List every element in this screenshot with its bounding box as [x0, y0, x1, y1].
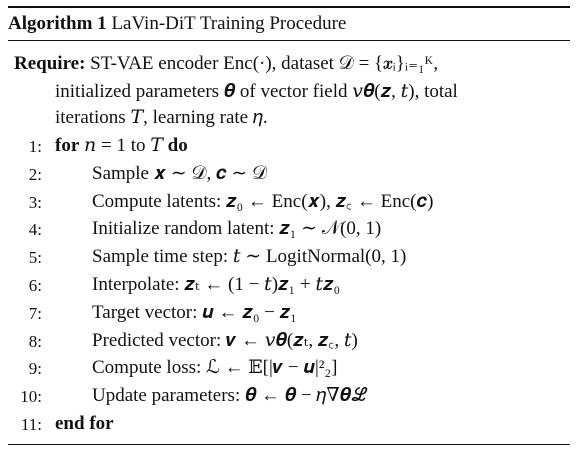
line-number: 3: [28, 192, 42, 212]
statement: Target vector: 𝒖 ← 𝒛₀ − 𝒛₁ [92, 301, 297, 323]
statement: Predicted vector: 𝒗 ← 𝑣𝜽(𝒛ₜ, 𝒛꜀, 𝑡) [92, 329, 358, 351]
statement: 𝑛 = 1 to 𝑇 [84, 135, 163, 156]
statement: Interpolate: 𝒛ₜ ← (1 − 𝑡)𝒛₁ + 𝑡𝒛₀ [92, 274, 341, 295]
header-rule [8, 40, 570, 41]
line-number: 6: [28, 276, 42, 295]
line-body: end for [55, 412, 114, 436]
statement: Sample time step: 𝑡 ∼ LogitNormal(0, 1) [92, 246, 407, 268]
top-rule [8, 6, 570, 8]
statement: Compute latents: 𝒛₀ ← Enc(𝒙), 𝒛꜀ ← Enc(𝒄… [92, 190, 434, 212]
line-body: Predicted vector: 𝒗 ← 𝑣𝜽(𝒛ₜ, 𝒛꜀, 𝑡) [92, 329, 358, 353]
line-body: Compute latents: 𝒛₀ ← Enc(𝒙), 𝒛꜀ ← Enc(𝒄… [92, 190, 433, 214]
line-number: 10: [20, 387, 42, 407]
statement: Update parameters: 𝜽 ← 𝜽 − 𝜂∇𝜽ℒ [92, 385, 369, 407]
keyword: do [167, 135, 188, 156]
algorithm-header: Algorithm 1 LaVin-DiT Training Procedure [8, 12, 570, 36]
keyword: for [55, 135, 80, 156]
algorithm-title: LaVin-DiT Training Procedure [111, 13, 347, 34]
require-keyword: Require: [14, 53, 86, 74]
require-line: Require: ST-VAE encoder Enc(·), dataset … [14, 52, 570, 76]
statement: Sample 𝒙 ∼ 𝒟, 𝒄 ∼ 𝒟 [92, 162, 268, 184]
require-line: initialized parameters 𝜽 of vector field… [55, 80, 570, 104]
line-number: 2: [28, 164, 42, 184]
require-line: iterations 𝑇, learning rate 𝜂. [55, 106, 570, 130]
line-number: 4: [28, 220, 42, 240]
statement: Compute loss: ℒ ← 𝔼[|𝒗 − 𝒖|²₂] [92, 357, 338, 379]
line-number: 11: [20, 415, 42, 434]
line-number: 1: [28, 137, 42, 156]
statement: Initialize random latent: 𝒛₁ ∼ 𝒩(0, 1) [92, 218, 382, 240]
line-body: Update parameters: 𝜽 ← 𝜽 − 𝜂∇𝜽ℒ [92, 384, 368, 408]
require-text: initialized parameters 𝜽 of vector field… [55, 81, 458, 102]
line-body: Target vector: 𝒖 ← 𝒛₀ − 𝒛₁ [92, 301, 297, 325]
line-body: Sample time step: 𝑡 ∼ LogitNormal(0, 1) [92, 245, 406, 269]
line-body: Interpolate: 𝒛ₜ ← (1 − 𝑡)𝒛₁ + 𝑡𝒛₀ [92, 273, 340, 297]
line-number: 8: [28, 331, 42, 351]
require-text: ST-VAE encoder Enc(·), dataset 𝒟 = {𝒙ᵢ}ᵢ… [90, 53, 439, 74]
bottom-rule [8, 444, 570, 445]
line-number: 5: [28, 248, 42, 268]
line-body: Sample 𝒙 ∼ 𝒟, 𝒄 ∼ 𝒟 [92, 162, 267, 186]
line-body: Compute loss: ℒ ← 𝔼[|𝒗 − 𝒖|²₂] [92, 356, 337, 380]
keyword: end for [55, 413, 114, 434]
line-number: 9: [28, 359, 42, 379]
algorithm-box: Algorithm 1 LaVin-DiT Training Procedure… [8, 6, 570, 446]
line-number: 7: [28, 303, 42, 323]
line-body: Initialize random latent: 𝒛₁ ∼ 𝒩(0, 1) [92, 217, 381, 241]
require-text: iterations 𝑇, learning rate 𝜂. [55, 107, 268, 128]
line-body: for 𝑛 = 1 to 𝑇 do [55, 134, 188, 158]
algorithm-label: Algorithm 1 [8, 13, 107, 34]
